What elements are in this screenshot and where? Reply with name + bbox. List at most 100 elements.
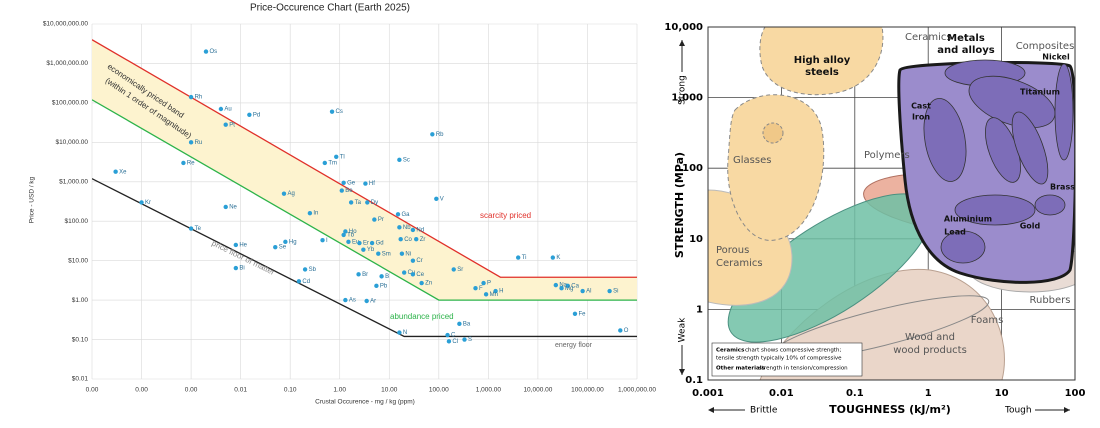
region-label: Rubbers bbox=[1029, 295, 1070, 306]
element-label: Ce bbox=[416, 272, 424, 278]
region-label: Brass bbox=[1050, 183, 1075, 192]
x-tick-label: 1,000,000.00 bbox=[618, 387, 656, 394]
element-point bbox=[559, 286, 564, 291]
element-point bbox=[481, 280, 486, 286]
element-point bbox=[410, 258, 416, 263]
element-point bbox=[113, 169, 118, 174]
element-point bbox=[320, 238, 325, 243]
element-point bbox=[188, 226, 194, 231]
note-text: Other materials bbox=[716, 366, 766, 372]
y-tick-label: 10,000 bbox=[664, 22, 703, 33]
element-point bbox=[346, 239, 351, 245]
element-label: Xe bbox=[119, 169, 127, 175]
ashby-chart: Ceramics High alloy steels Metals and al… bbox=[664, 22, 1085, 416]
element-label: Ar bbox=[370, 299, 376, 305]
element-point bbox=[361, 247, 366, 252]
element-point bbox=[188, 140, 194, 145]
element-label: C bbox=[451, 333, 456, 339]
element-point bbox=[398, 237, 403, 242]
region-label: Foams bbox=[971, 315, 1004, 326]
x-tick-label: 0.10 bbox=[284, 387, 297, 394]
y-tick-label: $10.00 bbox=[68, 257, 88, 264]
element-label: H bbox=[499, 289, 503, 295]
element-point bbox=[307, 210, 313, 216]
element-label: Nd bbox=[416, 228, 424, 234]
x-tick-label: 10 bbox=[995, 388, 1009, 399]
element-point bbox=[553, 282, 559, 288]
region-label: High alloy bbox=[794, 55, 851, 66]
element-point bbox=[296, 279, 302, 284]
element-label: Zr bbox=[420, 237, 426, 243]
alloy-region bbox=[1034, 194, 1066, 216]
glass-ceramic-region bbox=[762, 122, 784, 144]
element-label: Pb bbox=[380, 283, 388, 289]
element-label: Hg bbox=[289, 239, 297, 245]
element-label: Pt bbox=[229, 122, 235, 128]
element-point bbox=[247, 112, 252, 117]
alloy-region bbox=[1011, 111, 1049, 185]
note-text: tensile strength typically 10% of compre… bbox=[716, 356, 842, 362]
element-point bbox=[580, 288, 585, 294]
element-label: Mn bbox=[490, 292, 498, 298]
element-point bbox=[473, 286, 478, 291]
element-label: Na bbox=[559, 283, 567, 289]
y-tick-label: $0.10 bbox=[72, 336, 89, 343]
x-tick-label: 1.00 bbox=[333, 387, 346, 394]
element-label: Tl bbox=[340, 154, 345, 160]
element-point bbox=[341, 180, 346, 186]
region-label: and alloys bbox=[937, 45, 994, 56]
element-label: Ti bbox=[522, 255, 527, 261]
region-label: Porous bbox=[716, 245, 749, 256]
element-label: Gd bbox=[376, 241, 384, 247]
element-label: Ga bbox=[401, 212, 410, 218]
element-point bbox=[434, 196, 439, 202]
element-point bbox=[233, 242, 239, 248]
element-point bbox=[283, 239, 288, 245]
y-tick-label: 0.1 bbox=[685, 375, 703, 386]
x-high-label: Tough bbox=[1004, 406, 1032, 416]
element-point bbox=[341, 232, 346, 238]
element-point bbox=[343, 229, 348, 234]
y-tick-label: $1.00 bbox=[72, 297, 89, 304]
element-label: Sc bbox=[403, 157, 410, 163]
y-tick-label: $10,000,000.00 bbox=[43, 21, 89, 28]
region-label: Glasses bbox=[733, 155, 771, 166]
region-label: Aluminium bbox=[944, 215, 992, 224]
element-point bbox=[139, 200, 144, 205]
element-point bbox=[302, 267, 308, 272]
boundary-line bbox=[92, 178, 637, 338]
element-point bbox=[223, 122, 228, 127]
x-tick-label: 0.01 bbox=[769, 388, 794, 399]
price-chart: Price-Occurence Chart (Earth 2025) Price… bbox=[29, 3, 657, 406]
element-point bbox=[343, 297, 348, 303]
element-label: Rh bbox=[195, 95, 203, 101]
element-point bbox=[446, 339, 452, 344]
element-label: V bbox=[440, 196, 444, 202]
x-tick-label: 1,000.00 bbox=[476, 387, 502, 394]
element-label: N bbox=[403, 330, 407, 336]
element-point bbox=[218, 106, 224, 112]
element-label: O bbox=[624, 328, 629, 334]
element-point bbox=[281, 191, 287, 196]
element-label: Se bbox=[279, 245, 287, 251]
element-point bbox=[430, 132, 435, 137]
element-point bbox=[223, 204, 228, 210]
element-point bbox=[322, 160, 328, 166]
element-point bbox=[572, 311, 578, 316]
element-label: S bbox=[468, 337, 472, 343]
x-tick-label: 1 bbox=[925, 388, 932, 399]
element-label: Nb bbox=[403, 225, 411, 231]
element-point bbox=[397, 225, 402, 230]
y-tick-label: $100.00 bbox=[65, 218, 89, 225]
x-tick-label: 10,000.00 bbox=[523, 387, 552, 394]
element-label: He bbox=[239, 243, 247, 249]
alloy-region bbox=[923, 98, 967, 182]
annotation: energy floor bbox=[555, 342, 593, 349]
element-point bbox=[445, 332, 450, 338]
element-point bbox=[410, 272, 416, 277]
element-label: Tm bbox=[328, 161, 337, 167]
region-label: Composites bbox=[1016, 41, 1075, 52]
glasses-region bbox=[727, 94, 825, 241]
y-axis-label: Price - USD / kg bbox=[29, 176, 36, 223]
region-label: Ceramics bbox=[905, 32, 952, 43]
